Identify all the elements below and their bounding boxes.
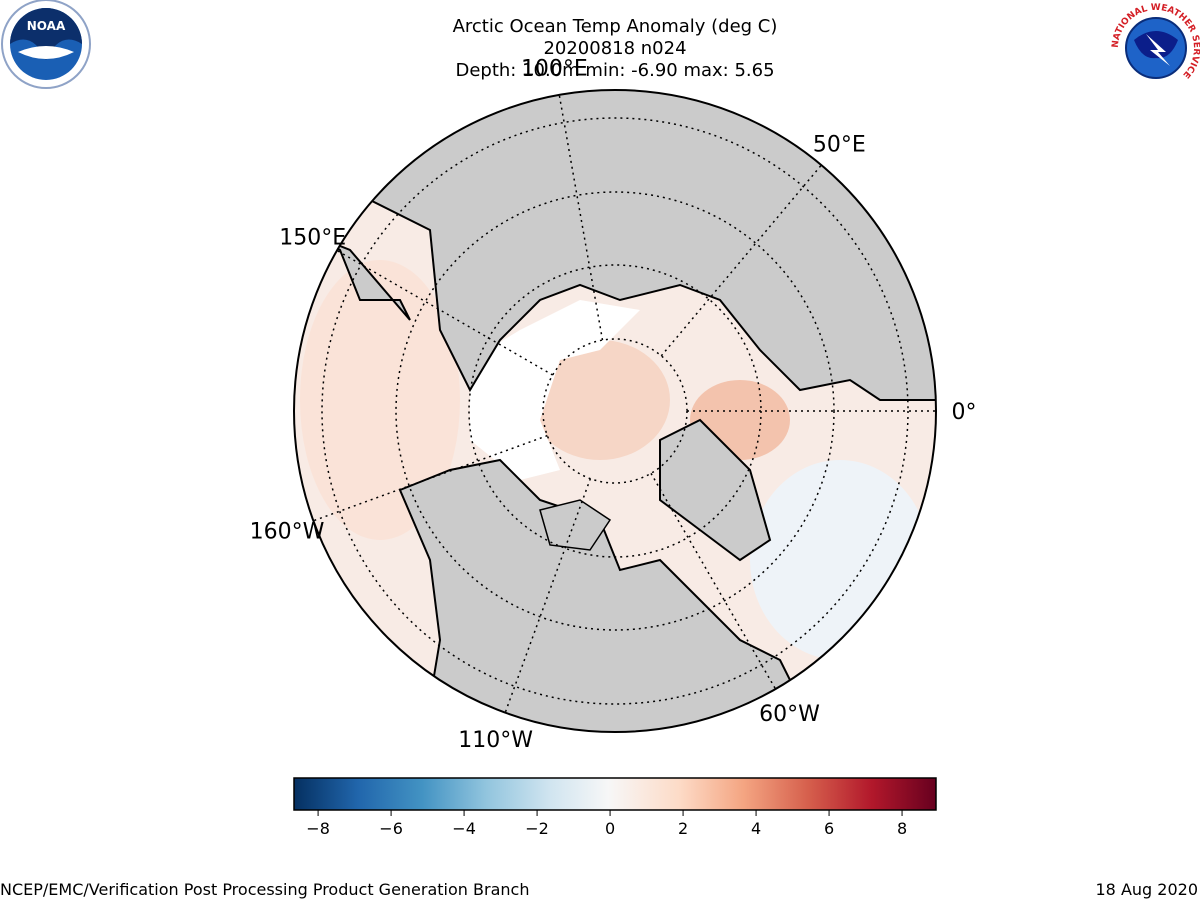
- colorbar-tick-label: 4: [751, 819, 761, 838]
- colorbar-tick-label: −8: [306, 819, 330, 838]
- graticule: [313, 94, 936, 713]
- longitude-label: 160°W: [250, 519, 325, 544]
- ocean-anomaly: [750, 460, 930, 660]
- land-eurasia: [338, 90, 936, 401]
- longitude-label: 100°E: [521, 56, 588, 81]
- longitude-label: 60°W: [759, 702, 820, 727]
- title-line: 20200818 n024: [543, 38, 686, 59]
- longitude-label: 150°E: [279, 226, 346, 251]
- map-body: [294, 90, 936, 732]
- title-line: Depth: 10.0m min: -6.90 max: 5.65: [455, 60, 774, 81]
- colorbar-tick-label: −4: [452, 819, 476, 838]
- colorbar-tick-label: 6: [824, 819, 834, 838]
- colorbar-tick-label: 2: [678, 819, 688, 838]
- colorbar-tick-label: −2: [525, 819, 549, 838]
- polar-map: 100°E 50°E 150°E 0° 160°W 110°W 60°W: [250, 56, 977, 753]
- longitude-label: 50°E: [813, 133, 866, 158]
- ocean-anomaly: [530, 340, 670, 460]
- colorbar-tick-label: 0: [605, 819, 615, 838]
- noaa-logo: NOAA: [1, 0, 91, 89]
- land-greenland: [659, 418, 772, 562]
- ocean-anomaly: [300, 260, 460, 540]
- noaa-text: NOAA: [27, 19, 66, 33]
- colorbar-tick-label: −6: [379, 819, 403, 838]
- footer-right: 18 Aug 2020: [1096, 880, 1199, 899]
- land-islands: [539, 499, 612, 551]
- map-boundary: [293, 89, 937, 733]
- title-line: Arctic Ocean Temp Anomaly (deg C): [453, 16, 778, 37]
- latitude-circle: [321, 117, 909, 705]
- footer-left: NCEP/EMC/Verification Post Processing Pr…: [0, 880, 529, 899]
- colorbar-tick-label: 8: [897, 819, 907, 838]
- land-alaska-coast: [299, 229, 411, 321]
- latitude-circle: [395, 191, 835, 631]
- nws-logo: NATIONAL WEATHER SERVICE: [1110, 2, 1200, 94]
- sea-ice: [470, 300, 640, 480]
- longitude-label: 0°: [952, 400, 977, 425]
- longitude-label: 110°W: [458, 728, 533, 753]
- colorbar: [293, 777, 937, 811]
